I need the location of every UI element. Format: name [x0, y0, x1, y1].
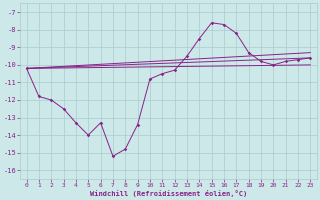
X-axis label: Windchill (Refroidissement éolien,°C): Windchill (Refroidissement éolien,°C) [90, 190, 247, 197]
